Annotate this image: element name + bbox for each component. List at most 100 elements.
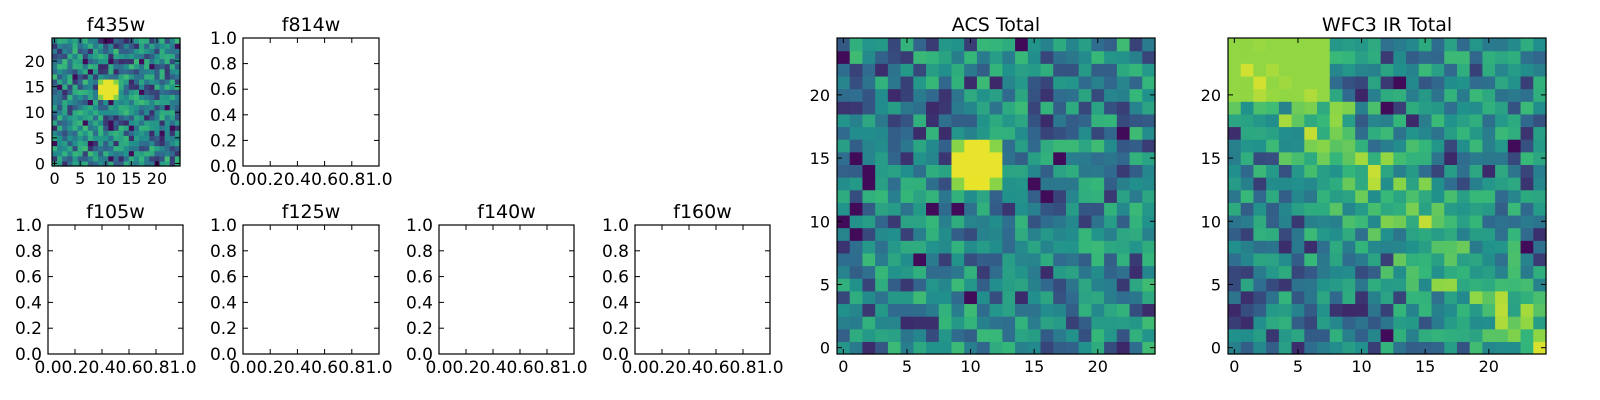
heatmap-cell (976, 214, 991, 229)
heatmap-cell (98, 43, 104, 49)
heatmap-cell (1240, 316, 1255, 330)
heatmap-cell (1015, 126, 1029, 140)
heatmap-cell (52, 130, 58, 136)
heatmap-cell (837, 252, 851, 267)
heatmap-cell (1533, 50, 1547, 64)
heatmap-cell (169, 155, 176, 162)
heatmap-cell (1002, 75, 1016, 90)
heatmap-cell (113, 48, 120, 54)
heatmap-cell (159, 99, 166, 106)
heatmap-cell (82, 155, 89, 162)
heatmap-cell (123, 89, 130, 95)
heatmap-cell (989, 139, 1003, 153)
heatmap-cell (1091, 126, 1105, 140)
heatmap-cell (118, 155, 125, 162)
heatmap-cell (1278, 88, 1293, 102)
heatmap-cell (1431, 227, 1445, 241)
heatmap-cell (1418, 101, 1433, 115)
heatmap-cell (1053, 316, 1067, 330)
heatmap-cell (1104, 328, 1118, 342)
heatmap-cell (875, 227, 889, 241)
heatmap-cell (1002, 164, 1016, 178)
y-tick-label: 1.0 (406, 216, 433, 236)
x-tick-label: 20 (1088, 357, 1108, 376)
heatmap-cell (1367, 126, 1382, 140)
heatmap-cell (1015, 63, 1029, 77)
heatmap-cell (1065, 50, 1080, 64)
heatmap-cell (1129, 101, 1143, 115)
heatmap-cell (77, 58, 84, 65)
heatmap-cell (875, 101, 889, 115)
heatmap-cell (174, 78, 181, 85)
heatmap-cell (837, 75, 851, 90)
heatmap-cell (103, 63, 109, 70)
heatmap-cell (1520, 278, 1534, 292)
heatmap-cell (1291, 316, 1305, 330)
heatmap-cell (1367, 164, 1382, 178)
heatmap-cell (52, 104, 58, 111)
heatmap-cell (1495, 151, 1509, 165)
heatmap-cell (1240, 113, 1255, 128)
heatmap-cell (1053, 50, 1067, 64)
heatmap-cell (1091, 278, 1105, 292)
heatmap-cell (1482, 164, 1496, 178)
heatmap-cell (57, 53, 63, 60)
heatmap-cell (1329, 328, 1344, 342)
heatmap-cell (849, 50, 864, 64)
heatmap-cell (103, 43, 109, 49)
heatmap-cell (1015, 151, 1029, 165)
heatmap-cell (1015, 50, 1029, 64)
heatmap-cell (1317, 113, 1331, 128)
heatmap-cell (149, 48, 155, 54)
heatmap-cell (154, 73, 161, 80)
heatmap-cell (154, 89, 161, 95)
heatmap-cell (133, 89, 140, 95)
heatmap-cell (62, 109, 68, 116)
heatmap-cell (128, 68, 135, 75)
heatmap-cell (98, 104, 104, 111)
heatmap-cell (123, 155, 130, 162)
heatmap-cell (169, 48, 176, 54)
heatmap-cell (1507, 113, 1522, 128)
heatmap-cell (57, 78, 63, 85)
heatmap-cell (1142, 88, 1156, 102)
heatmap-cell (77, 140, 84, 147)
heatmap-cell (1142, 151, 1156, 165)
heatmap-cell (169, 125, 176, 131)
heatmap-cell (144, 58, 150, 65)
heatmap-cell (1444, 316, 1458, 330)
heatmap-cell (849, 189, 864, 203)
heatmap-cell (72, 94, 79, 101)
heatmap-cell (1291, 341, 1305, 355)
heatmap-cell (1142, 278, 1156, 292)
heatmap-cell (1253, 189, 1267, 203)
heatmap-cell (1418, 252, 1433, 267)
heatmap-cell (926, 341, 940, 355)
y-tick-label: 5 (1211, 275, 1221, 294)
heatmap-cell (875, 38, 889, 52)
heatmap-cell (1418, 328, 1433, 342)
heatmap-cell (169, 38, 176, 44)
heatmap-cell (1078, 189, 1092, 203)
heatmap-cell (938, 328, 953, 342)
x-tick-label: 5 (1293, 357, 1303, 376)
heatmap-cell (1142, 265, 1156, 279)
heatmap-cell (1116, 341, 1131, 355)
heatmap-cell (67, 38, 74, 44)
heatmap-cell (849, 139, 864, 153)
y-tick-label: 20 (1201, 86, 1221, 105)
heatmap-cell (139, 109, 145, 116)
heatmap-cell (128, 135, 135, 141)
heatmap-cell (1406, 38, 1420, 52)
heatmap-cell (1040, 252, 1054, 267)
heatmap-cell (1431, 316, 1445, 330)
heatmap-cell (1116, 139, 1131, 153)
heatmap-cell (1317, 75, 1331, 90)
heatmap-cell (1507, 316, 1522, 330)
heatmap-cell (1482, 202, 1496, 216)
y-tick-label: 0.8 (406, 242, 433, 262)
heatmap-cell (1507, 227, 1522, 241)
heatmap-cell (913, 316, 927, 330)
heatmap-cell (62, 114, 68, 121)
heatmap-cell (149, 150, 155, 157)
